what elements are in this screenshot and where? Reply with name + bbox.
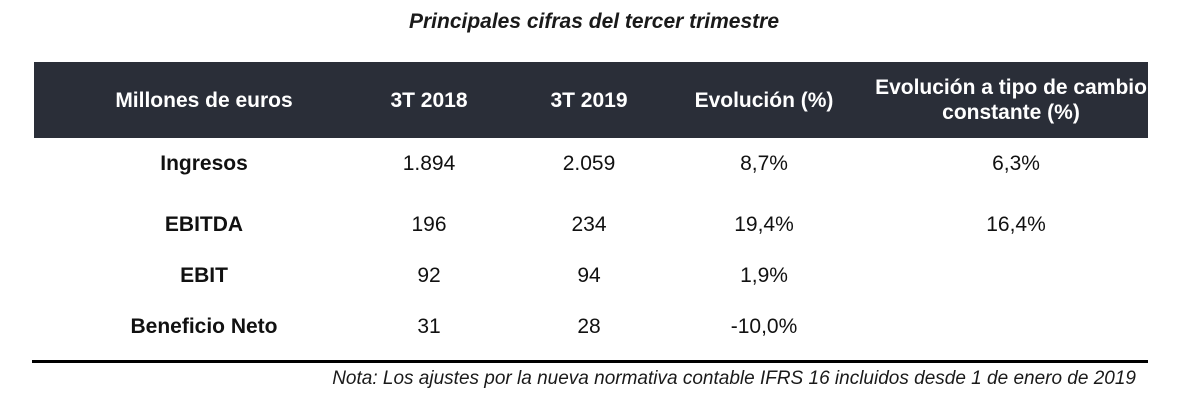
table-row: Ingresos 1.894 2.059 8,7% 6,3% [34, 138, 1148, 189]
table-cell: 19,4% [734, 212, 794, 236]
table-title: Principales cifras del tercer trimestre [408, 10, 780, 33]
table-cell: 16,4% [986, 212, 1046, 236]
table-cell: 8,7% [740, 151, 788, 175]
table-cell: 31 [417, 314, 441, 338]
header-cell-3t-2018: 3T 2018 [390, 88, 468, 112]
table-cell: -10,0% [730, 314, 798, 338]
table-cell: 92 [417, 263, 441, 287]
table-cell: 1.894 [402, 151, 456, 175]
header-cell-3t-2019: 3T 2019 [550, 88, 628, 112]
table-cell [884, 250, 1148, 301]
header-cell-constant-fx-evolution: Evolución a tipo de cambio constante (%) [875, 76, 1147, 124]
table-row: EBIT 92 94 1,9% [34, 250, 1148, 301]
header-cell-evolution: Evolución (%) [694, 88, 834, 112]
table-header: Millones de euros 3T 2018 3T 2019 Evoluc… [34, 62, 1148, 138]
table-bottom-rule [32, 360, 1148, 363]
footnote: Nota: Los ajustes por la nueva normativa… [332, 368, 1136, 389]
table-cell: 1,9% [740, 263, 788, 287]
table-cell: 28 [577, 314, 601, 338]
table-cell [884, 301, 1148, 352]
header-cell-units: Millones de euros [115, 88, 293, 112]
table-cell: 234 [571, 212, 607, 236]
row-label: Beneficio Neto [130, 314, 278, 338]
figures-table: Millones de euros 3T 2018 3T 2019 Evoluc… [34, 62, 1148, 352]
row-label: EBITDA [164, 212, 244, 236]
table-cell: 196 [411, 212, 447, 236]
table-cell: 6,3% [992, 151, 1040, 175]
table-row: EBITDA 196 234 19,4% 16,4% [34, 199, 1148, 250]
row-label: Ingresos [160, 151, 248, 175]
table-cell: 94 [577, 263, 601, 287]
table-row: Beneficio Neto 31 28 -10,0% [34, 301, 1148, 352]
row-label: EBIT [180, 263, 228, 287]
table-cell: 2.059 [562, 151, 616, 175]
